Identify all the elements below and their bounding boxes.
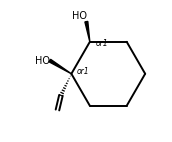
Polygon shape xyxy=(85,21,90,42)
Text: HO: HO xyxy=(72,11,87,21)
Text: HO: HO xyxy=(35,56,50,66)
Text: or1: or1 xyxy=(95,39,108,48)
Text: or1: or1 xyxy=(77,67,90,76)
Polygon shape xyxy=(49,59,71,74)
